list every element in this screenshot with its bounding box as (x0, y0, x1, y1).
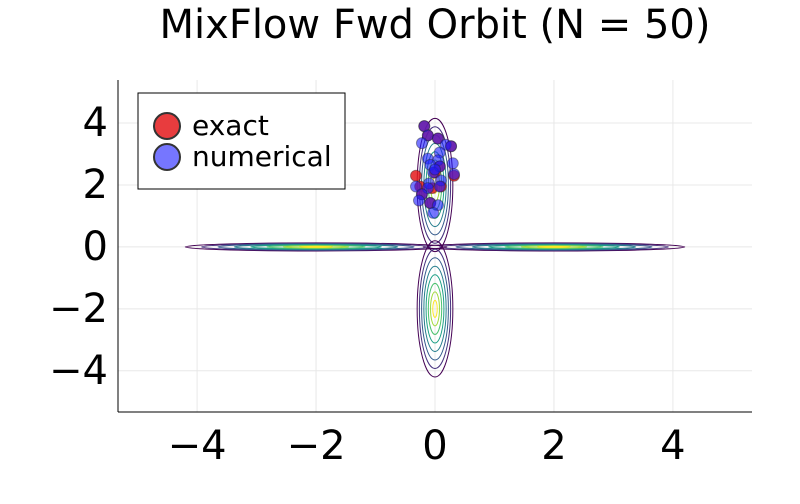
scatter-point (421, 129, 434, 142)
contour-line (418, 248, 452, 369)
scatter-point (427, 206, 440, 219)
contour-line (423, 265, 447, 352)
contour-line (266, 244, 366, 249)
x-tick-label: 0 (422, 423, 447, 469)
scatter-point (431, 132, 444, 145)
x-tick-label: 4 (660, 423, 685, 469)
contour-line (438, 242, 669, 251)
legend-marker (153, 143, 181, 171)
scatter-point (415, 137, 428, 150)
contour-line (520, 245, 588, 249)
contour-line (201, 242, 432, 251)
contour-line (504, 244, 604, 249)
contour-line (421, 257, 449, 361)
contour-line (430, 291, 440, 327)
legend-marker (153, 112, 181, 140)
legend-box (137, 92, 346, 190)
contour-line (488, 244, 620, 250)
contour-line (233, 243, 399, 250)
scatter-point (448, 168, 461, 181)
contour-line (217, 243, 415, 251)
y-tick-label: 0 (83, 224, 108, 270)
contour-line (299, 245, 333, 248)
contour-line (184, 242, 448, 252)
scatter-point (433, 180, 446, 193)
scatter-point (409, 180, 422, 193)
y-tick-label: −4 (49, 348, 108, 394)
x-tick-label: −2 (287, 423, 346, 469)
scatter-point (412, 194, 425, 207)
legend-label: exact (192, 109, 269, 142)
scatter-point (429, 163, 441, 176)
contour-line (250, 244, 382, 250)
contour-line (282, 245, 350, 249)
y-tick-label: 2 (83, 162, 108, 208)
x-tick-label: −4 (168, 423, 227, 469)
chart-title: MixFlow Fwd Orbit (N = 50) (160, 2, 711, 48)
contour-line (537, 245, 571, 248)
legend-label: numerical (192, 140, 332, 173)
y-tick-label: 4 (83, 100, 108, 146)
x-tick-label: 2 (541, 423, 566, 469)
scatter-point (445, 140, 458, 153)
scatter-point (409, 169, 422, 182)
contour-line (471, 243, 637, 250)
contour-line (425, 274, 445, 344)
contour-line (432, 299, 438, 318)
scatter-point (446, 157, 459, 170)
contour-line (422, 242, 686, 252)
y-tick-label: −2 (49, 286, 108, 332)
contour-line (416, 240, 454, 378)
contour-line (427, 282, 443, 335)
contour-line (455, 243, 653, 251)
